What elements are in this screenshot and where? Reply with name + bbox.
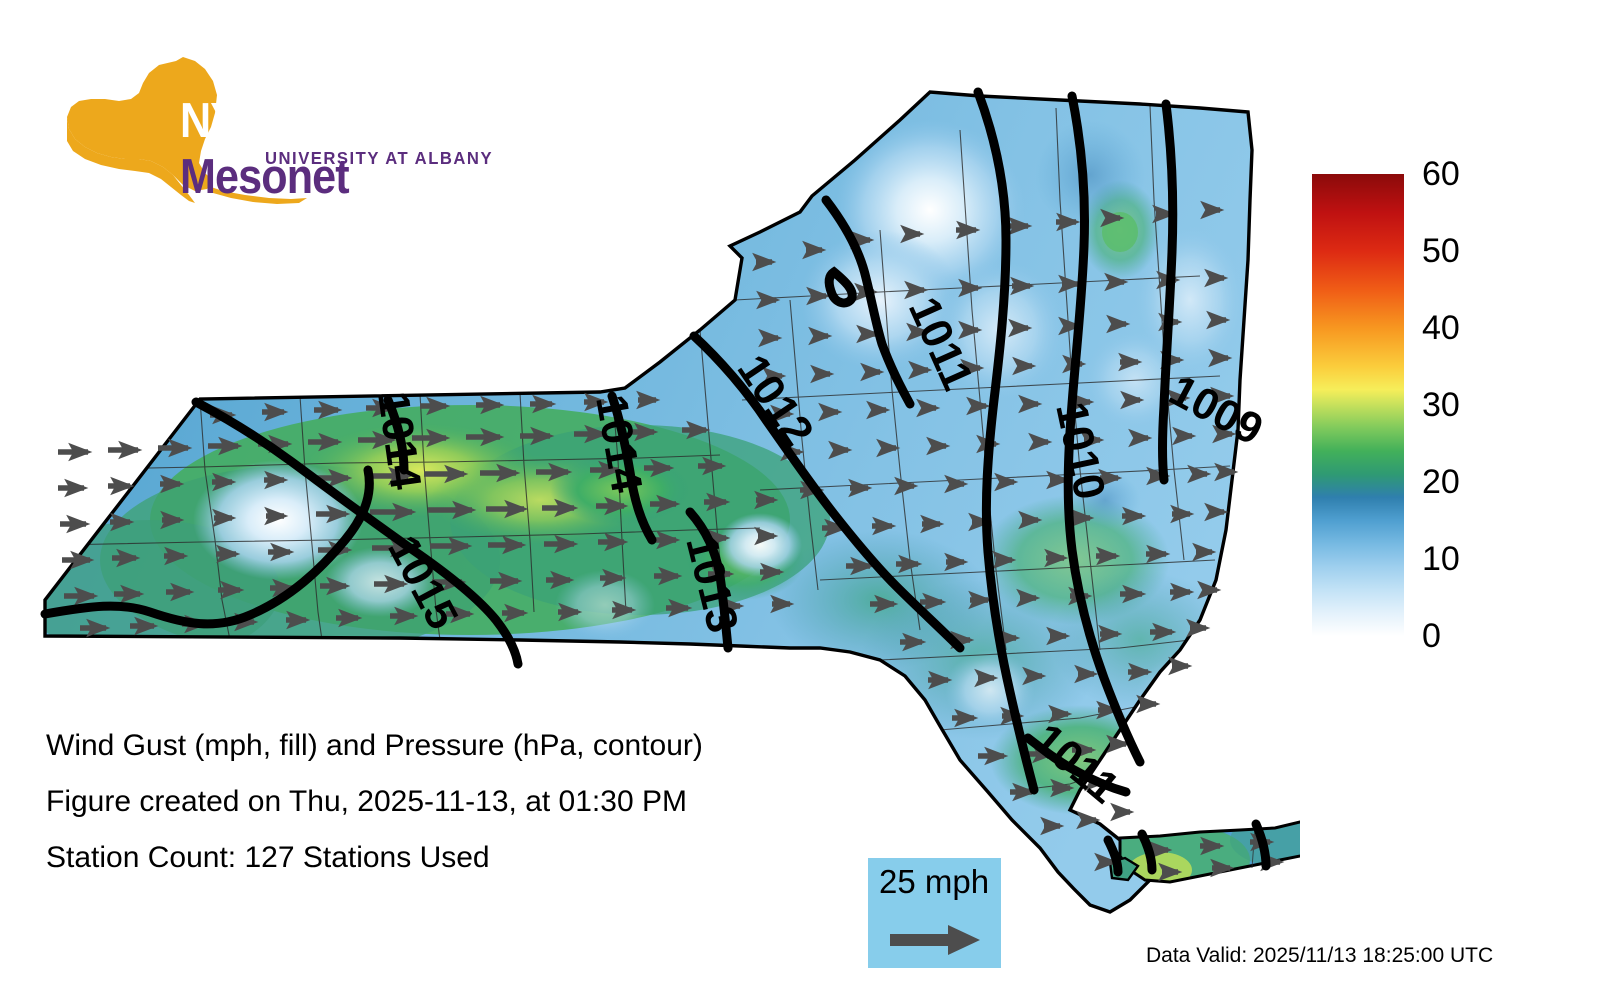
colorbar-tick-40: 40 (1422, 309, 1460, 347)
colorbar-tick-10: 10 (1422, 540, 1460, 578)
logo-mesonet-text: Mesonet (180, 150, 350, 204)
colorbar-tick-0: 0 (1422, 617, 1441, 655)
pressure-contours (40, 87, 1271, 877)
wind-vector-key: 25 mph (868, 858, 1001, 968)
logo-nys-text: NYS (180, 94, 267, 148)
caption-station-count-line: Station Count: 127 Stations Used (46, 841, 490, 874)
gust-colorbar: 60 50 40 30 20 10 0 (1312, 155, 1460, 655)
colorbar-tick-50: 50 (1422, 232, 1460, 270)
wind-arrow-icon (890, 925, 980, 955)
logo-wordmark: NYSMesonet (180, 93, 400, 205)
wind-key-label: 25 mph (879, 863, 990, 900)
data-valid-timestamp: Data Valid: 2025/11/13 18:25:00 UTC (1146, 944, 1494, 967)
colorbar-tick-20: 20 (1422, 463, 1460, 501)
nys-mesonet-logo: NYSMesonet UNIVERSITY AT ALBANY (55, 55, 492, 205)
caption-created-line: Figure created on Thu, 2025-11-13, at 01… (46, 785, 687, 818)
colorbar-gradient (1312, 174, 1404, 636)
ny-state-outline (43, 90, 1254, 914)
weather-map: 1015 1014 1014 1013 1012 1011 1011 1010 … (40, 87, 1300, 914)
colorbar-tick-labels: 60 50 40 30 20 10 0 (1414, 153, 1524, 657)
colorbar-tick-60: 60 (1422, 155, 1460, 193)
caption-variable-line: Wind Gust (mph, fill) and Pressure (hPa,… (46, 729, 703, 762)
colorbar-tick-30: 30 (1422, 386, 1460, 424)
figure-caption: Wind Gust (mph, fill) and Pressure (hPa,… (46, 718, 826, 886)
logo-subtitle: UNIVERSITY AT ALBANY (265, 148, 494, 168)
ny-state-silhouette-icon (67, 57, 307, 204)
map-canvas: 1015 1014 1014 1013 1012 1011 1011 1010 … (40, 87, 1300, 914)
